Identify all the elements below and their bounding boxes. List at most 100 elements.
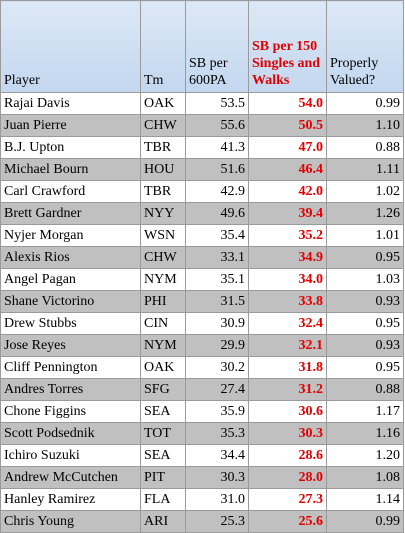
table-cell: 25.3 [185, 510, 249, 533]
table-cell: 29.9 [185, 334, 249, 357]
table-cell: 1.10 [326, 114, 404, 137]
column-header: SB per 150 Singles and Walks [248, 0, 327, 93]
table-cell: 31.8 [248, 356, 327, 379]
table-cell: Chone Figgins [0, 400, 141, 423]
table-cell: 1.03 [326, 268, 404, 291]
table-cell: 1.02 [326, 180, 404, 203]
table-cell: 34.9 [248, 246, 327, 269]
table-row: Angel Pagan NYM 35.1 34.0 1.03 [0, 268, 404, 291]
table-cell: 34.4 [185, 444, 249, 467]
table-cell: 30.9 [185, 312, 249, 335]
table-cell: 27.3 [248, 488, 327, 511]
table-cell: OAK [140, 356, 186, 379]
table-cell: FLA [140, 488, 186, 511]
table-cell: 0.99 [326, 510, 404, 533]
table-cell: Rajai Davis [0, 92, 141, 115]
table-cell: 35.4 [185, 224, 249, 247]
table-cell: 41.3 [185, 136, 249, 159]
table-row: Scott Podsednik TOT 35.3 30.3 1.16 [0, 422, 404, 445]
table-row: Shane Victorino PHI 31.5 33.8 0.93 [0, 290, 404, 313]
table-cell: Michael Bourn [0, 158, 141, 181]
table-cell: Drew Stubbs [0, 312, 141, 335]
table-cell: Scott Podsednik [0, 422, 141, 445]
table-cell: 53.5 [185, 92, 249, 115]
table-row: Brett Gardner NYY 49.6 39.4 1.26 [0, 202, 404, 225]
table-cell: 39.4 [248, 202, 327, 225]
table-cell: 0.93 [326, 290, 404, 313]
table-cell: 35.2 [248, 224, 327, 247]
table-cell: Brett Gardner [0, 202, 141, 225]
table-row: Juan Pierre CHW 55.6 50.5 1.10 [0, 114, 404, 137]
table-row: Hanley Ramirez FLA 31.0 27.3 1.14 [0, 488, 404, 511]
table-cell: 47.0 [248, 136, 327, 159]
table-cell: 1.26 [326, 202, 404, 225]
table-cell: 34.0 [248, 268, 327, 291]
table-cell: 51.6 [185, 158, 249, 181]
table-cell: 0.95 [326, 356, 404, 379]
table-cell: Nyjer Morgan [0, 224, 141, 247]
table-cell: 35.3 [185, 422, 249, 445]
table-cell: 30.6 [248, 400, 327, 423]
table-cell: 31.0 [185, 488, 249, 511]
table-cell: Juan Pierre [0, 114, 141, 137]
column-header: Player [0, 0, 141, 93]
table-cell: 33.1 [185, 246, 249, 269]
table-cell: NYY [140, 202, 186, 225]
table-cell: SEA [140, 444, 186, 467]
table-cell: 31.5 [185, 290, 249, 313]
table-cell: 0.99 [326, 92, 404, 115]
table-cell: Jose Reyes [0, 334, 141, 357]
table-cell: TBR [140, 136, 186, 159]
table-cell: TOT [140, 422, 186, 445]
column-header: Tm [140, 0, 186, 93]
table-cell: 0.88 [326, 378, 404, 401]
table-cell: NYM [140, 334, 186, 357]
table-cell: 1.01 [326, 224, 404, 247]
table-cell: 32.1 [248, 334, 327, 357]
table-cell: 49.6 [185, 202, 249, 225]
table-cell: Alexis Rios [0, 246, 141, 269]
table-row: Andrew McCutchen PIT 30.3 28.0 1.08 [0, 466, 404, 489]
table-cell: 1.17 [326, 400, 404, 423]
table-row: Michael Bourn HOU 51.6 46.4 1.11 [0, 158, 404, 181]
table-cell: Carl Crawford [0, 180, 141, 203]
table-cell: CHW [140, 114, 186, 137]
table-cell: 27.4 [185, 378, 249, 401]
table-row: Drew Stubbs CIN 30.9 32.4 0.95 [0, 312, 404, 335]
table-cell: Andrew McCutchen [0, 466, 141, 489]
table-cell: SFG [140, 378, 186, 401]
table-cell: Chris Young [0, 510, 141, 533]
table-row: Ichiro Suzuki SEA 34.4 28.6 1.20 [0, 444, 404, 467]
table-cell: 30.2 [185, 356, 249, 379]
table-cell: NYM [140, 268, 186, 291]
column-header: Properly Valued? [326, 0, 404, 93]
table-cell: 30.3 [185, 466, 249, 489]
table-cell: B.J. Upton [0, 136, 141, 159]
table-cell: CHW [140, 246, 186, 269]
table-cell: 0.88 [326, 136, 404, 159]
table-cell: 33.8 [248, 290, 327, 313]
table-cell: WSN [140, 224, 186, 247]
table-cell: 42.9 [185, 180, 249, 203]
table-cell: ARI [140, 510, 186, 533]
table-cell: 54.0 [248, 92, 327, 115]
table-cell: 28.0 [248, 466, 327, 489]
table-row: Chone Figgins SEA 35.9 30.6 1.17 [0, 400, 404, 423]
table-cell: 25.6 [248, 510, 327, 533]
table-cell: 1.20 [326, 444, 404, 467]
table-row: Nyjer Morgan WSN 35.4 35.2 1.01 [0, 224, 404, 247]
table-header: Player Tm SB per 600PA SB per 150 Singles a… [0, 0, 404, 93]
table-cell: 1.08 [326, 466, 404, 489]
table-row: B.J. Upton TBR 41.3 47.0 0.88 [0, 136, 404, 159]
table-row: Andres Torres SFG 27.4 31.2 0.88 [0, 378, 404, 401]
table-cell: TBR [140, 180, 186, 203]
table-body: Rajai Davis OAK 53.5 54.0 0.99 Juan Pierre CHW… [0, 92, 404, 533]
table-cell: OAK [140, 92, 186, 115]
table-row: Cliff Pennington OAK 30.2 31.8 0.95 [0, 356, 404, 379]
header-row: Player Tm SB per 600PA SB per 150 Singles a… [0, 0, 404, 93]
table-cell: 50.5 [248, 114, 327, 137]
table-cell: 42.0 [248, 180, 327, 203]
table-row: Alexis Rios CHW 33.1 34.9 0.95 [0, 246, 404, 269]
